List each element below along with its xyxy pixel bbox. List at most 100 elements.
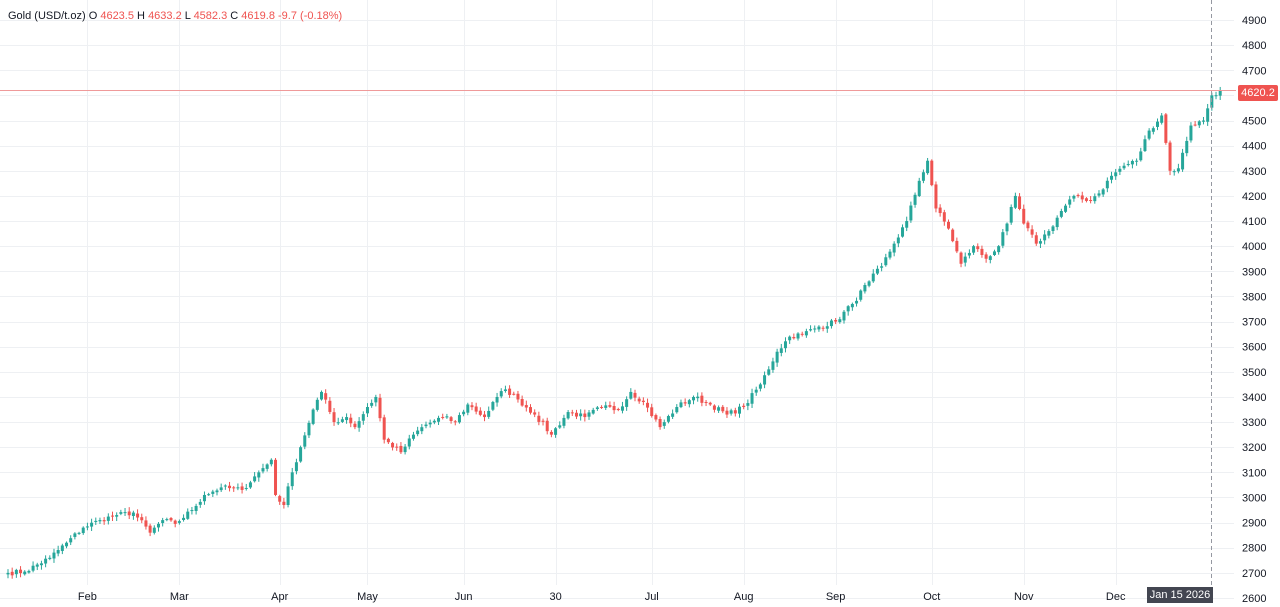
price-axis[interactable]: 2600 2700 2800 2900 3000 3100 3200 3300 3400 3500… [1242,15,1266,605]
time-tick-label: Mar [170,591,189,603]
candle-down [800,333,804,335]
candle-up [1114,172,1118,177]
candle-up [365,407,369,414]
candle-up [729,410,733,414]
candle-down [332,412,336,423]
candle-down [173,520,177,524]
candle-down [683,402,687,404]
high-label: H [137,10,145,22]
candle-up [207,494,211,496]
candle-up [198,501,202,505]
candle-down [10,571,14,576]
candle-up [921,172,925,181]
candle-down [930,160,934,186]
candle-up [804,331,808,336]
candle-down [136,513,140,518]
candle-up [219,487,223,491]
candle-down [470,405,474,408]
candle-up [1009,207,1013,223]
candle-up [909,205,913,221]
candle-down [508,388,512,395]
candle-up [1068,199,1072,205]
candle-up [48,557,52,559]
candle-up [374,396,378,403]
candle-up [336,422,340,424]
candle-up [1214,95,1218,97]
time-tick-label: Sep [826,591,846,603]
candle-down [792,336,796,339]
candle-up [491,402,495,410]
candle-up [44,558,48,564]
candle-down [148,525,152,533]
time-tick-label: Nov [1014,591,1034,603]
candle-down [441,416,445,418]
candle-down [541,420,545,422]
candle-down [1022,208,1026,224]
candle-up [738,406,741,414]
candle-up [771,361,775,370]
candle-down [1089,200,1093,202]
candle-up [94,520,98,522]
candle-up [131,512,135,517]
price-tick-label: 3400 [1242,392,1266,404]
candle-up [253,476,257,482]
low-value: 4582.3 [193,10,228,22]
candle-up [871,273,875,282]
candle-up [236,487,240,489]
price-tick-label: 3200 [1242,442,1266,454]
candle-up [420,427,424,432]
candle-up [901,227,905,237]
candle-down [1026,222,1030,229]
candle-up [1072,195,1076,199]
candle-up [855,300,859,304]
close-value: 4619.8 [241,10,275,22]
candle-up [913,194,917,205]
high-value: 4633.2 [148,10,182,22]
candle-down [1018,196,1022,210]
candle-up [462,411,466,415]
candle-up [65,542,69,547]
price-tick-label: 4700 [1242,65,1266,77]
candle-down [821,327,825,329]
time-axis[interactable]: Feb Mar Apr May Jun 30 Jul Aug Sep Oct Nov Dec [78,591,1126,603]
candle-up [39,563,43,566]
candle-down [942,212,946,222]
candle-down [386,438,390,443]
candle-up [1064,205,1068,212]
candle-down [1084,198,1088,201]
candle-up [307,422,311,436]
close-label: C [230,10,239,22]
candle-up [1143,139,1147,152]
candle-down [228,485,232,489]
candle-down [700,395,704,403]
candle-up [56,550,60,554]
candle-up [261,468,265,472]
grid-lines [0,0,1234,599]
time-tick-label: Aug [734,591,754,603]
candle-down [127,511,131,516]
symbol-label: Gold (USD/t.oz) [8,10,86,22]
candle-down [608,405,612,407]
candle-up [754,389,758,393]
candle-down [512,393,516,395]
candle-up [1118,168,1122,172]
candle-down [574,412,578,417]
candle-up [466,404,470,413]
candle-up [1051,226,1055,231]
candle-up [98,520,102,522]
candle-down [102,520,106,522]
candle-down [483,414,487,418]
candle-up [487,410,491,417]
candle-up [1005,223,1009,232]
price-tick-label: 4200 [1242,191,1266,203]
candle-up [77,532,81,534]
candle-up [299,447,303,462]
candle-down [395,446,399,448]
candle-up [432,420,436,423]
price-tick-label: 4900 [1242,15,1266,27]
candle-down [549,431,553,435]
candle-up [675,407,679,413]
candle-up [625,399,629,407]
